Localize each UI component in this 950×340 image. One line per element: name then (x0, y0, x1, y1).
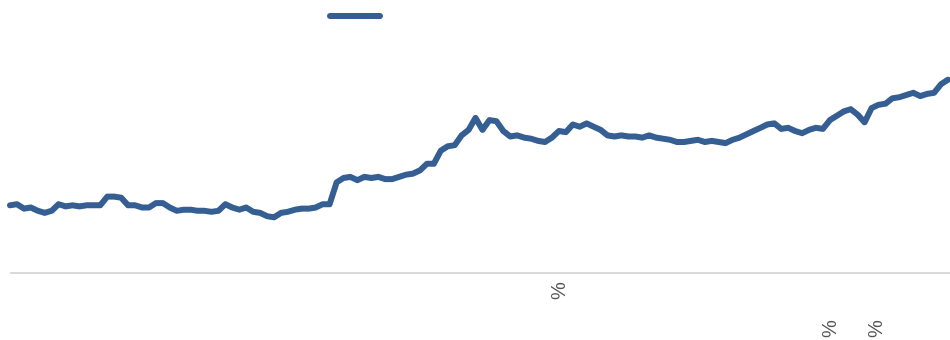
x-tick-label: % (819, 320, 841, 338)
series-line-0 (7, 76, 950, 221)
x-tick-label: % (865, 320, 887, 338)
x-tick-label: % (548, 282, 570, 300)
x-tick-labels: % % % (548, 282, 887, 338)
series-layer (7, 76, 950, 221)
